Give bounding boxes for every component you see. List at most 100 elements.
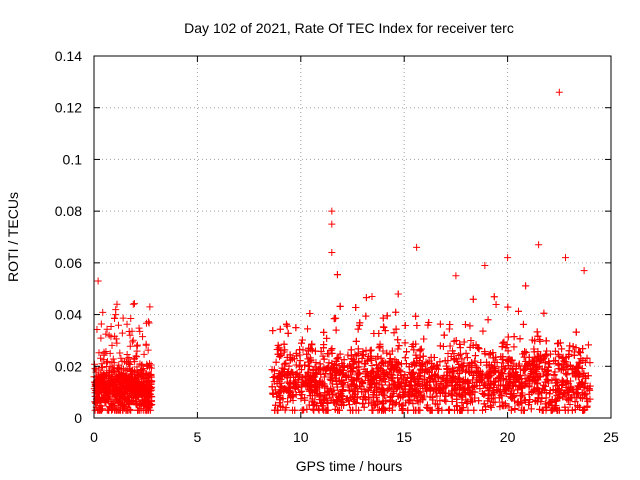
- data-point: [97, 354, 105, 362]
- data-point: [132, 394, 140, 402]
- data-point: [107, 377, 115, 385]
- data-point: [125, 360, 133, 368]
- data-point: [144, 377, 152, 385]
- grid-lines: [94, 56, 611, 418]
- data-point: [142, 319, 150, 327]
- data-point: [112, 311, 120, 319]
- data-point: [146, 384, 154, 392]
- data-point: [111, 406, 119, 414]
- data-point: [121, 398, 129, 406]
- data-point: [124, 374, 132, 382]
- data-point: [123, 351, 131, 359]
- data-point: [103, 357, 111, 365]
- data-point: [142, 391, 150, 399]
- data-point: [118, 329, 126, 337]
- data-point: [98, 405, 106, 413]
- data-point: [144, 362, 152, 370]
- data-point: [105, 385, 113, 393]
- data-point: [120, 369, 128, 377]
- data-point: [142, 397, 150, 405]
- data-point: [120, 385, 128, 393]
- data-point: [95, 349, 103, 357]
- y-tick-label: 0.06: [55, 255, 82, 271]
- data-point: [113, 339, 121, 347]
- data-point: [134, 369, 142, 377]
- x-tick-label: 10: [293, 429, 309, 445]
- data-point: [133, 379, 141, 387]
- data-point: [111, 386, 119, 394]
- data-point: [133, 341, 141, 349]
- data-point: [114, 364, 122, 372]
- data-point: [115, 399, 123, 407]
- data-point: [124, 393, 132, 401]
- data-point: [97, 334, 105, 342]
- data-point: [125, 354, 133, 362]
- y-tick-label: 0.02: [55, 358, 82, 374]
- data-point: [140, 350, 148, 358]
- data-point: [128, 338, 136, 346]
- data-point: [141, 402, 149, 410]
- data-point: [107, 323, 115, 331]
- data-point: [97, 384, 105, 392]
- data-point: [99, 394, 107, 402]
- data-point: [132, 401, 140, 409]
- data-point: [105, 372, 113, 380]
- data-point: [143, 360, 151, 368]
- data-point: [139, 333, 147, 341]
- data-point: [102, 398, 110, 406]
- data-point: [95, 366, 103, 374]
- data-point: [133, 342, 141, 350]
- data-point: [123, 320, 131, 328]
- data-point: [100, 373, 108, 381]
- data-point: [123, 365, 131, 373]
- data-point: [98, 406, 106, 414]
- data-point: [130, 300, 138, 308]
- data-point: [120, 404, 128, 412]
- data-point: [147, 406, 155, 414]
- y-tick-label: 0.04: [55, 307, 82, 323]
- data-point: [108, 358, 116, 366]
- data-point: [93, 387, 101, 395]
- data-point: [105, 331, 113, 339]
- data-point: [146, 385, 154, 393]
- data-point: [107, 333, 115, 341]
- data-point: [132, 352, 140, 360]
- data-point: [105, 406, 113, 414]
- data-point: [138, 396, 146, 404]
- data-point: [108, 341, 116, 349]
- data-point: [109, 380, 117, 388]
- data-point: [119, 314, 127, 322]
- data-point: [108, 400, 116, 408]
- data-point: [113, 300, 121, 308]
- data-point: [126, 342, 134, 350]
- data-point: [126, 331, 134, 339]
- data-point: [128, 386, 136, 394]
- data-point: [131, 367, 139, 375]
- y-tick-label: 0.08: [55, 203, 82, 219]
- data-point: [91, 406, 99, 414]
- data-point: [140, 401, 148, 409]
- data-point: [95, 380, 103, 388]
- y-axis-label: ROTI / TECUs: [5, 192, 21, 282]
- data-point: [135, 324, 143, 332]
- data-point: [127, 375, 135, 383]
- data-point: [116, 349, 124, 357]
- data-point: [106, 349, 114, 357]
- data-point: [144, 346, 152, 354]
- data-point: [145, 392, 153, 400]
- data-point: [99, 308, 107, 316]
- y-tick-label: 0: [74, 410, 82, 426]
- data-point: [105, 394, 113, 402]
- x-axis-label: GPS time / hours: [296, 458, 403, 474]
- data-point: [100, 348, 108, 356]
- data-point: [111, 332, 119, 340]
- data-point: [97, 320, 105, 328]
- data-point: [111, 314, 119, 322]
- data-point: [145, 371, 153, 379]
- data-point: [130, 385, 138, 393]
- data-point: [135, 400, 143, 408]
- data-point: [142, 340, 150, 348]
- data-point: [129, 336, 137, 344]
- data-point: [91, 381, 99, 389]
